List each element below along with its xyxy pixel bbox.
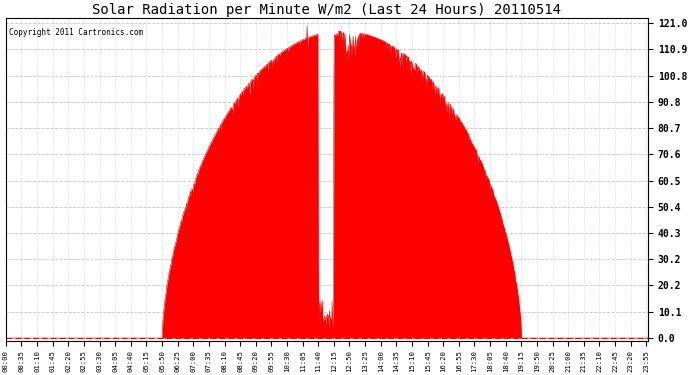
Title: Solar Radiation per Minute W/m2 (Last 24 Hours) 20110514: Solar Radiation per Minute W/m2 (Last 24…	[92, 3, 562, 17]
Text: Copyright 2011 Cartronics.com: Copyright 2011 Cartronics.com	[9, 28, 143, 37]
